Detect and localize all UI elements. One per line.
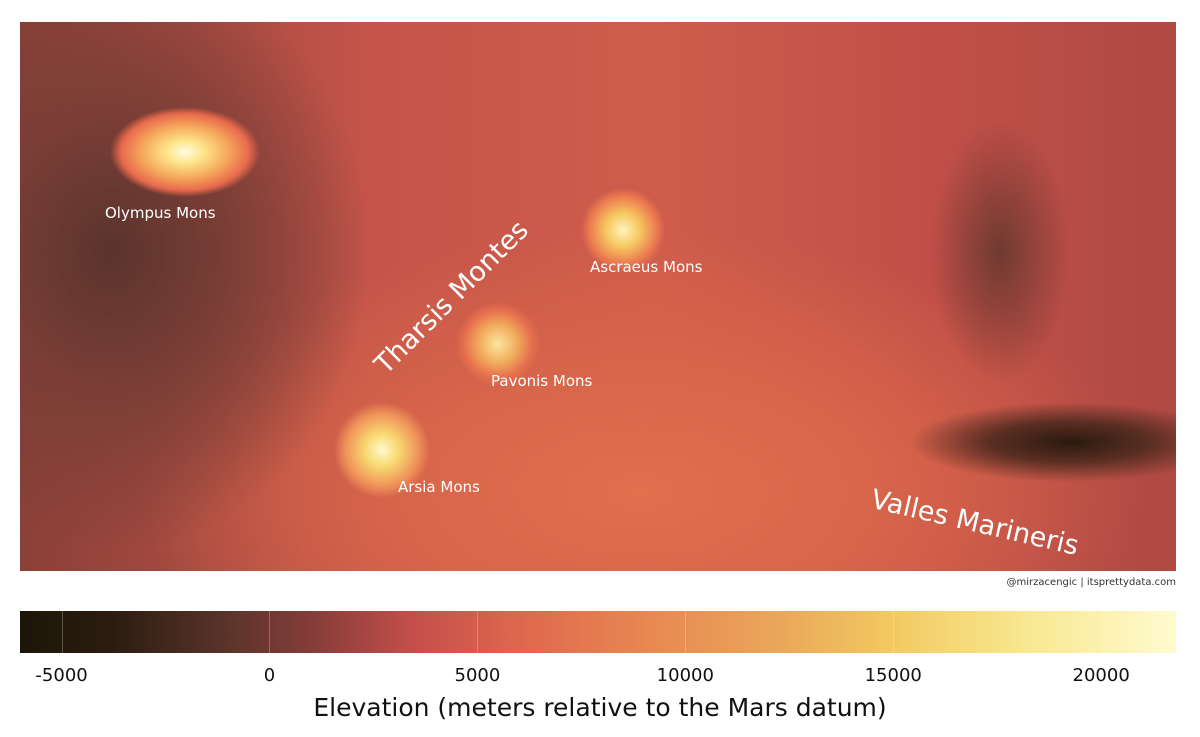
label-ascraeus-mons: Ascraeus Mons [590,258,703,276]
label-pavonis-mons: Pavonis Mons [491,372,593,390]
credit-text: @mirzacengic | itsprettydata.com [1006,577,1176,588]
colorbar-tick [61,611,63,653]
label-arsia-mons: Arsia Mons [398,478,480,496]
colorbar-tick [685,611,687,653]
colorbar-tick-label: -5000 [35,665,88,686]
colorbar-tick [1101,611,1103,653]
colorbar-title: Elevation (meters relative to the Mars d… [313,693,887,722]
label-olympus-mons: Olympus Mons [105,204,216,222]
colorbar-tick [269,611,271,653]
colorbar-tick-label: 5000 [454,665,501,686]
colorbar-tick-label: 0 [263,665,276,686]
label-tharsis-montes: Tharsis Montes [368,214,535,381]
label-valles-marineris: Valles Marineris [868,484,1082,562]
colorbar-tick [893,611,895,653]
mars-elevation-map: Olympus Mons Ascraeus Mons Pavonis Mons … [20,22,1176,571]
colorbar-tick-label: 20000 [1072,665,1130,686]
colorbar-tick-label: 10000 [656,665,714,686]
colorbar-tick [477,611,479,653]
colorbar-tick-label: 15000 [864,665,922,686]
colorbar [20,611,1176,653]
